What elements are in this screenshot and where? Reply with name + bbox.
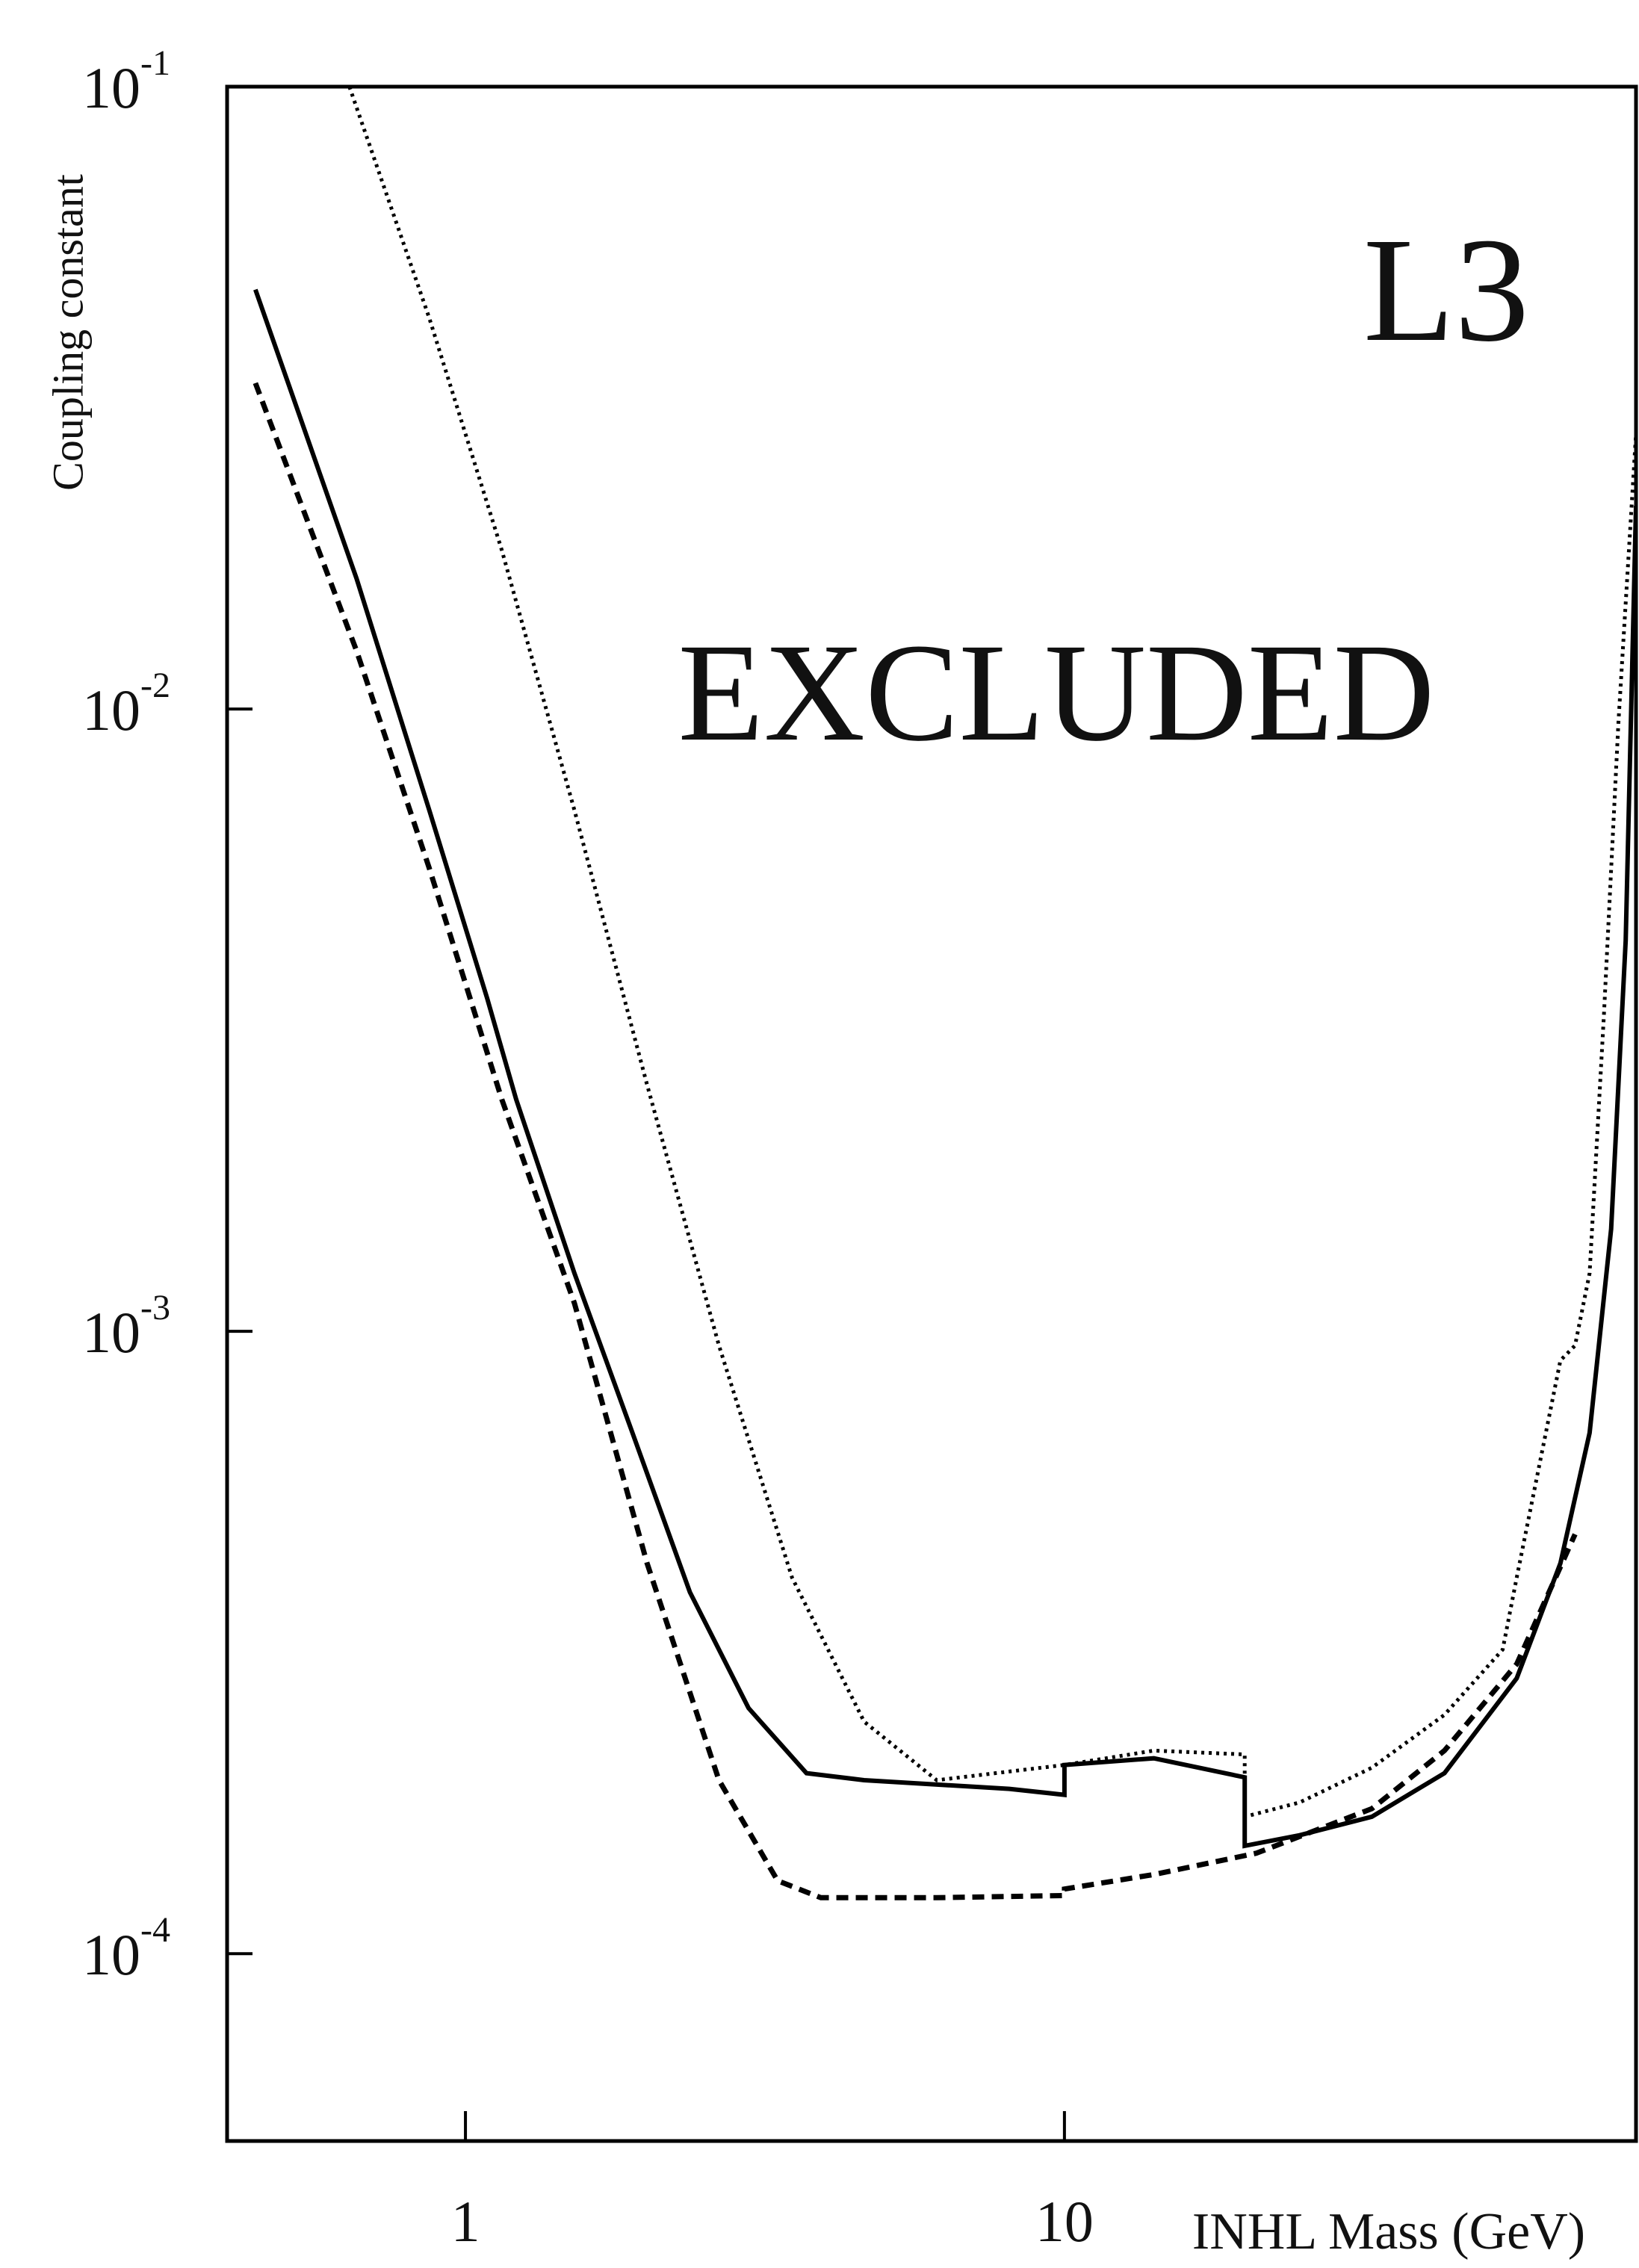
y-tick-exponent: -4 [140, 1910, 170, 1950]
plot-frame [225, 84, 1638, 2143]
y-tick-exponent: -3 [140, 1288, 170, 1327]
y-tick-label: 10-4 [82, 1910, 170, 1987]
annotation: L3 [1363, 208, 1529, 373]
annotation: EXCLUDED [678, 614, 1435, 770]
y-tick-label: 10-3 [82, 1288, 170, 1365]
series-line [253, 288, 1636, 1849]
y-axis-label: Coupling constant [43, 174, 92, 491]
y-tick-base: 10 [82, 1922, 140, 1987]
x-axis-label: INHL Mass (GeV) [1192, 2203, 1585, 2261]
y-tick-base: 10 [82, 55, 140, 120]
y-tick-exponent: -1 [140, 43, 170, 83]
y-tick-label: 10-1 [82, 43, 170, 120]
y-tick-base: 10 [82, 1300, 140, 1365]
x-tick-label: 1 [451, 2189, 480, 2254]
y-tick-exponent: -2 [140, 666, 170, 705]
x-tick-label: 10 [1035, 2189, 1094, 2254]
series-line [252, 382, 1578, 1900]
y-tick-label: 10-2 [82, 666, 170, 743]
y-tick-base: 10 [82, 678, 140, 743]
series-line [347, 87, 1636, 1820]
